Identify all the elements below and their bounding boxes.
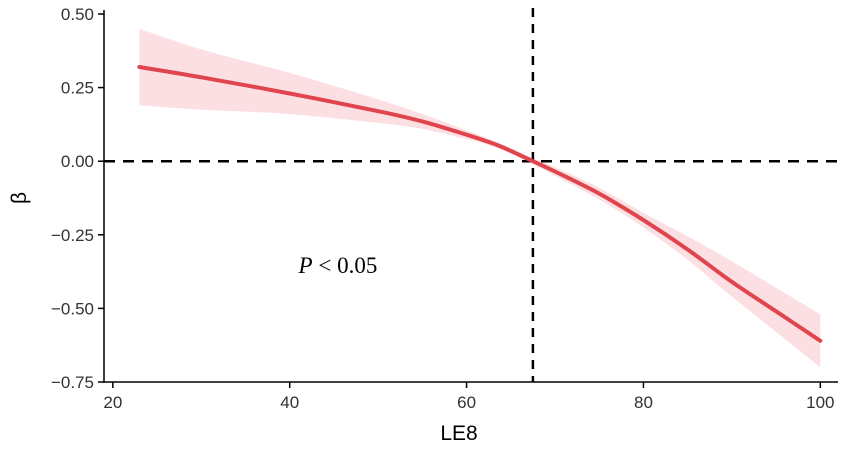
y-tick-label: −0.50 [51, 299, 94, 318]
p-value-italic: P [298, 253, 313, 278]
x-tick-label: 100 [806, 393, 834, 412]
reference-lines-layer [104, 8, 840, 382]
series-line [137, 64, 823, 343]
x-tick-label: 80 [634, 393, 653, 412]
x-axis-title: LE8 [440, 422, 477, 445]
p-value-rest: < 0.05 [313, 253, 378, 278]
y-axis-title: β [8, 192, 31, 204]
band-layer [139, 28, 821, 368]
ticks-layer: 20 40 60 80 100 0.50 0.25 0.00 −0.25 −0.50 −0.75 [51, 5, 835, 412]
labels-layer: LE8 β P < 0.05 [8, 192, 478, 445]
y-tick-label: 0.25 [61, 79, 94, 98]
y-tick-label: −0.75 [51, 373, 94, 392]
y-tick-label: −0.25 [51, 226, 94, 245]
x-tick-label: 20 [103, 393, 122, 412]
y-tick-label: 0.00 [61, 152, 94, 171]
x-tick-label: 40 [280, 393, 299, 412]
line-layer [137, 64, 823, 343]
axes-layer [103, 10, 838, 383]
confidence-band [139, 28, 821, 368]
x-tick-label: 60 [457, 393, 476, 412]
y-tick-label: 0.50 [61, 5, 94, 24]
p-value-annotation: P < 0.05 [298, 253, 378, 278]
